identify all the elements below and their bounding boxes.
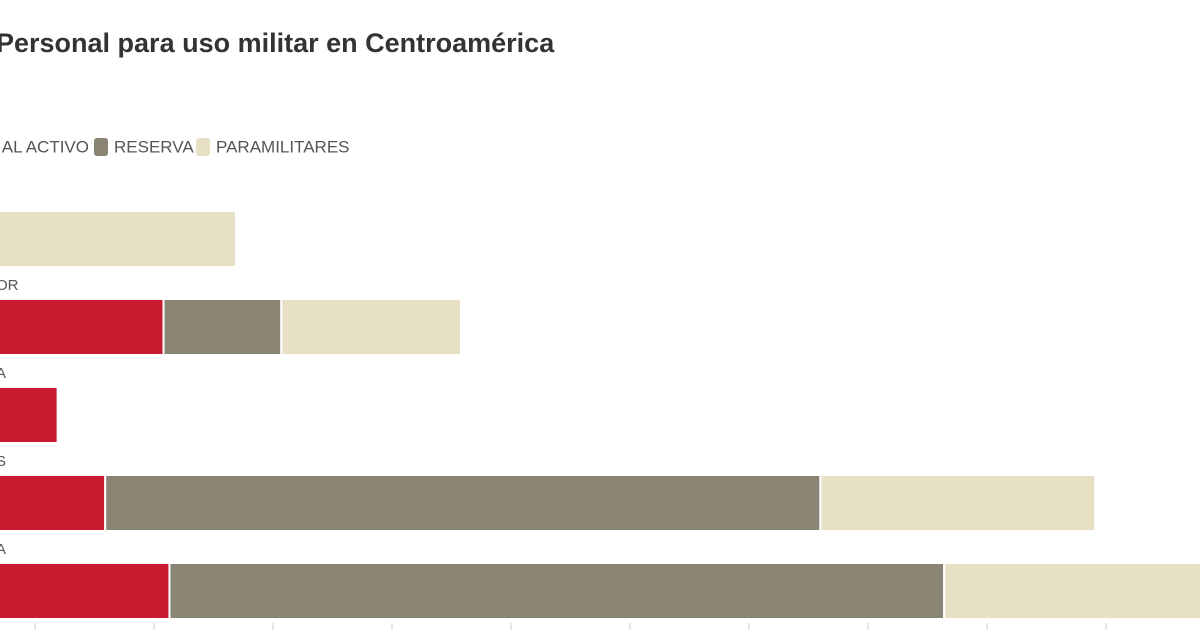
bar-segment (280, 298, 463, 356)
category-label: S (0, 453, 6, 470)
bar-segment (0, 562, 171, 620)
category-label: OR (0, 277, 19, 294)
bar-segment (104, 474, 822, 532)
legend-label: PARAMILITARES (216, 137, 350, 156)
bar-segment (0, 474, 107, 532)
bar-segment (0, 210, 238, 268)
bar-segment (162, 298, 283, 356)
legend-label: RESERVA (114, 137, 194, 156)
legend-swatch (196, 138, 210, 156)
bar-segment (168, 562, 946, 620)
legend-label: AL ACTIVO (2, 137, 89, 156)
bar-segment (0, 298, 165, 356)
category-label: A (0, 541, 6, 558)
chart-title: Personal para uso militar en Centroaméri… (0, 28, 555, 58)
bar-segment (0, 386, 59, 444)
bar-segment (819, 474, 1097, 532)
category-label: A (0, 365, 6, 382)
legend-swatch (94, 138, 108, 156)
bar-segment (943, 562, 1200, 620)
